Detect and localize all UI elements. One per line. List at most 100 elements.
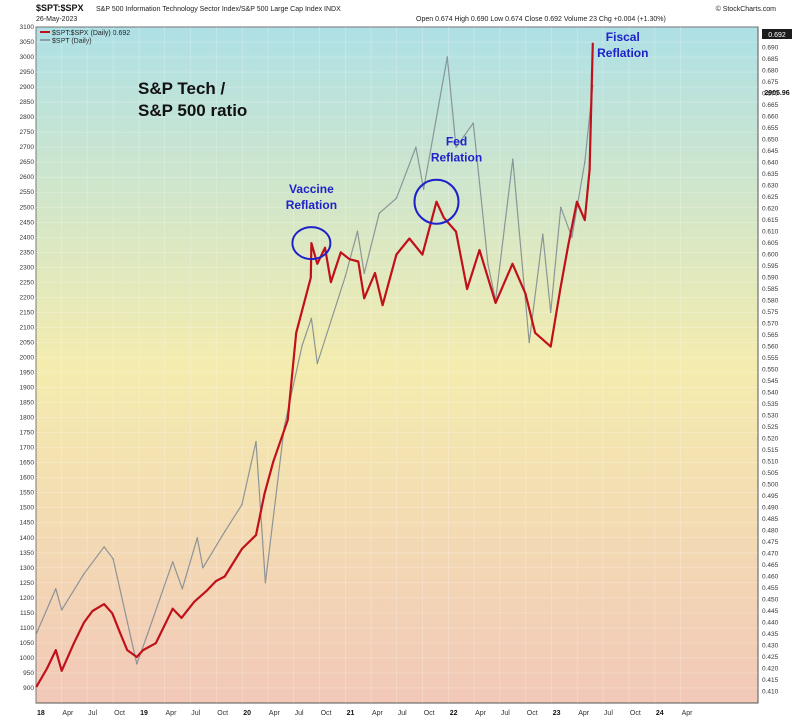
ratio-point [119,631,121,633]
ratio-point [241,548,243,550]
left-tick-label: 1950 [20,370,35,377]
right-tick-label: 0.580 [762,298,779,305]
x-tick-label: 18 [37,710,45,717]
left-tick-label: 2700 [20,144,35,151]
tech-point [356,230,359,232]
tech-point [423,188,425,190]
tech-point [316,362,318,365]
right-tick-label: 0.550 [762,367,779,374]
ratio-point [567,244,569,246]
ratio-point [136,656,138,658]
x-tick-label: 21 [347,710,355,717]
annotation-label: Fed [446,135,467,149]
right-tick-label: 0.570 [762,321,779,328]
left-tick-label: 3100 [20,24,35,31]
ratio-point [363,297,365,299]
tech-point [571,236,573,238]
left-tick-label: 2400 [20,234,35,241]
ratio-point [310,277,312,279]
right-tick-label: 0.650 [762,137,779,144]
tech-point [395,197,397,199]
tech-point [415,146,417,148]
tech-point [363,272,365,274]
left-tick-label: 2350 [20,249,35,256]
ratio-point [589,169,591,171]
x-tick-label: 20 [243,710,251,717]
plot-legend: $SPT:$SPX (Daily) 0.692 $SPT (Daily) [40,30,130,45]
left-tick-label: 1350 [20,550,35,557]
tech-point [455,146,457,148]
left-tick-label: 1250 [20,580,35,587]
right-tick-label: 0.585 [762,286,779,293]
left-tick-label: 2950 [20,69,35,76]
tech-point [301,344,303,347]
ratio-point [374,272,376,274]
x-tick-label: Jul [295,710,304,717]
ratio-point [295,332,297,334]
right-tick-label: 0.520 [762,436,779,443]
header-quote: Open 0.674 High 0.690 Low 0.674 Close 0.… [416,16,666,23]
annotation-label: Reflation [431,151,482,165]
tech-point [528,341,530,344]
left-tick-label: 1650 [20,460,35,467]
ratio-point [83,621,85,624]
series [35,42,594,688]
left-tick-label: 2550 [20,189,35,196]
left-tick-label: 1850 [20,400,35,407]
ratio-point [576,201,578,203]
series-tech-line [35,56,594,665]
header-description: S&P 500 Information Technology Sector In… [96,6,341,13]
right-tick-label: 0.605 [762,240,779,247]
tech-point [83,573,85,575]
ratio-point [348,258,351,260]
left-tick-label: 2900 [20,84,35,91]
ratio-point [421,254,423,256]
ratio-point [478,249,481,251]
right-tick-label: 0.515 [762,447,779,454]
right-tick-label: 0.475 [762,539,779,546]
right-tick-label: 0.620 [762,206,779,213]
tech-point [61,609,63,611]
left-tick-label: 2650 [20,159,35,166]
right-tick-label: 0.560 [762,344,779,351]
x-tick-label: Jul [191,710,200,717]
ratio-point [534,332,536,334]
ratio-point [263,493,266,495]
right-tick-label: 0.565 [762,332,779,339]
annotation-label: Fiscal [606,30,640,44]
right-tick-label: 0.440 [762,620,779,627]
left-tick-label: 1200 [20,595,35,602]
x-tick-label: Oct [321,710,332,717]
right-tick-label: 0.615 [762,217,779,224]
tech-point [487,263,489,265]
tech-point [112,558,114,560]
right-tick-label: 0.450 [762,597,779,604]
tech-point [103,546,105,548]
right-tick-label: 0.460 [762,574,779,581]
ratio-point [215,580,217,582]
ratio-point [46,667,48,670]
right-tick-label: 0.595 [762,263,779,270]
ratio-point [193,601,195,603]
last-value-box [762,29,792,39]
right-tick-label: 0.555 [762,355,779,362]
right-tick-label: 0.685 [762,56,779,63]
left-tick-label: 1500 [20,505,35,512]
right-tick-label: 0.455 [762,585,779,592]
tech-point [264,582,266,584]
left-tick-label: 1600 [20,475,35,482]
ratio-point [455,231,457,233]
x-tick-label: Apr [62,710,74,717]
ratio-point [395,254,397,256]
left-tick-label: 2600 [20,174,35,181]
right-tick-label: 0.645 [762,148,779,155]
ratio-point [550,346,552,348]
right-tick-label: 0.670 [762,91,779,98]
right-tick-label: 0.680 [762,68,779,75]
x-tick-label: Oct [217,710,228,717]
ratio-point [224,575,226,578]
left-tick-label: 1050 [20,640,35,647]
tech-point [35,633,37,635]
tech-point [446,56,448,58]
